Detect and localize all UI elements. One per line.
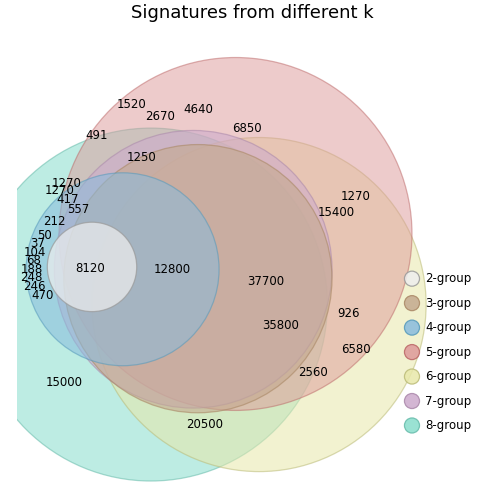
Circle shape — [47, 222, 137, 311]
Circle shape — [404, 369, 419, 384]
Circle shape — [26, 173, 219, 366]
Text: 2-group: 2-group — [425, 272, 471, 285]
Circle shape — [0, 128, 327, 481]
Text: 1250: 1250 — [127, 151, 156, 164]
Text: 212: 212 — [43, 215, 66, 228]
Circle shape — [404, 271, 419, 286]
Text: 246: 246 — [23, 280, 46, 293]
Text: 6-group: 6-group — [425, 370, 471, 383]
Circle shape — [64, 145, 332, 413]
Text: 6850: 6850 — [232, 121, 262, 135]
Text: 417: 417 — [56, 193, 79, 206]
Text: 248: 248 — [21, 271, 43, 284]
Text: 20500: 20500 — [186, 418, 223, 431]
Text: 4-group: 4-group — [425, 321, 471, 334]
Text: 491: 491 — [86, 129, 108, 142]
Text: 12800: 12800 — [153, 263, 191, 276]
Circle shape — [92, 138, 426, 472]
Text: 4640: 4640 — [183, 103, 213, 116]
Text: 15400: 15400 — [318, 206, 355, 219]
Text: 1270: 1270 — [45, 183, 75, 197]
Text: 37: 37 — [30, 237, 45, 250]
Text: 15000: 15000 — [45, 375, 82, 389]
Text: 2560: 2560 — [298, 366, 328, 380]
Text: 470: 470 — [31, 289, 54, 301]
Text: 37700: 37700 — [247, 275, 285, 287]
Title: Signatures from different k: Signatures from different k — [131, 4, 373, 22]
Circle shape — [404, 394, 419, 409]
Text: 104: 104 — [23, 246, 46, 259]
Text: 6580: 6580 — [341, 343, 370, 356]
Text: 7-group: 7-group — [425, 395, 471, 408]
Text: 5-group: 5-group — [425, 346, 471, 358]
Circle shape — [59, 57, 412, 410]
Text: 1270: 1270 — [341, 190, 370, 203]
Circle shape — [404, 320, 419, 335]
Text: 1270: 1270 — [51, 177, 81, 190]
Text: 557: 557 — [67, 203, 89, 216]
Text: 2670: 2670 — [145, 110, 175, 123]
Text: 68: 68 — [26, 255, 41, 267]
Text: 1520: 1520 — [117, 98, 147, 111]
Circle shape — [54, 131, 332, 408]
Text: 3-group: 3-group — [425, 297, 471, 309]
Circle shape — [404, 345, 419, 360]
Text: 35800: 35800 — [262, 319, 299, 332]
Text: 8120: 8120 — [75, 262, 104, 275]
Text: 50: 50 — [37, 229, 51, 242]
Text: 8-group: 8-group — [425, 419, 471, 432]
Circle shape — [404, 418, 419, 433]
Text: 926: 926 — [337, 307, 360, 321]
Circle shape — [404, 296, 419, 310]
Text: 188: 188 — [21, 263, 43, 276]
